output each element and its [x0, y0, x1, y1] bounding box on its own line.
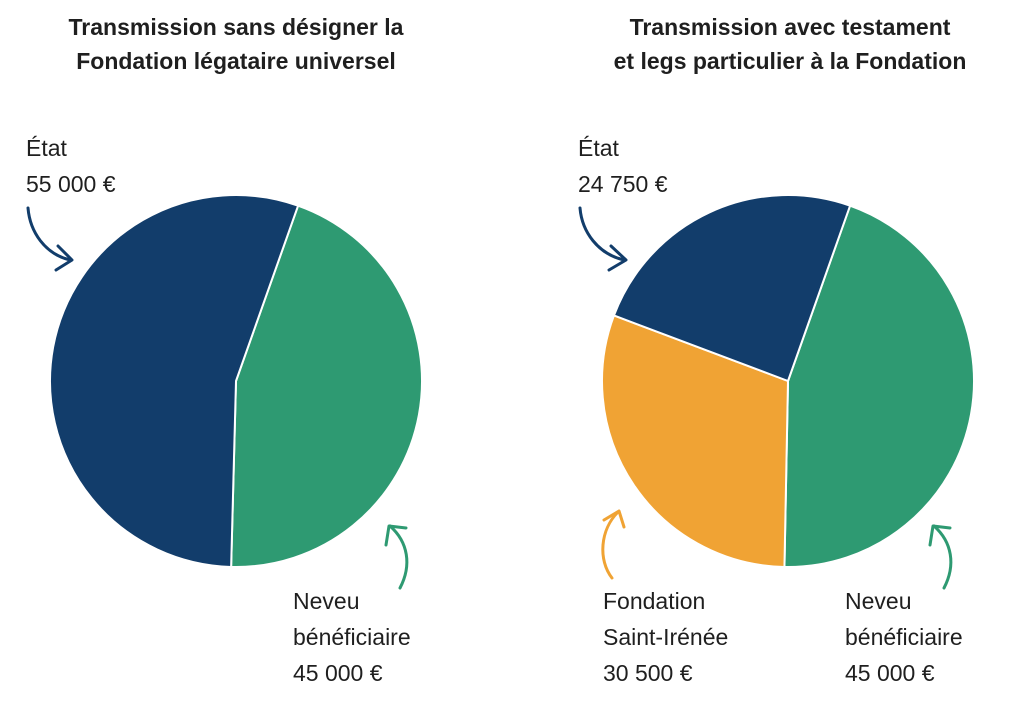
pie-chart-left	[49, 194, 423, 568]
slice-label-value: 30 500 €	[603, 660, 693, 686]
slice-label-value: 55 000 €	[26, 171, 116, 197]
slice-label-fondation-right: Fondation Saint-Irénée 30 500 €	[603, 583, 728, 691]
arrow-etat-left	[26, 206, 74, 272]
arrow-fondation-right	[601, 509, 626, 580]
slice-label-name: État	[578, 135, 619, 161]
slice-label-name: État	[26, 135, 67, 161]
arrow-neveu-left	[384, 524, 409, 590]
chart-title-line: Transmission avec testament	[629, 14, 951, 40]
slice-label-name: bénéficiaire	[293, 624, 411, 650]
slice-label-name: bénéficiaire	[845, 624, 963, 650]
arrow-etat-right	[578, 206, 628, 272]
arrow-neveu-right	[928, 524, 953, 590]
slice-label-name: Neveu	[293, 588, 360, 614]
chart-title-right: Transmission avec testament et legs part…	[585, 10, 995, 78]
chart-title-left: Transmission sans désigner la Fondation …	[38, 10, 434, 78]
pie-slice-fondation	[601, 314, 789, 568]
chart-title-line: Fondation légataire universel	[76, 48, 396, 74]
slice-label-name: Fondation	[603, 588, 706, 614]
slice-label-etat-left: État 55 000 €	[26, 130, 116, 202]
chart-title-line: Transmission sans désigner la	[68, 14, 404, 40]
pie-slice-etat	[49, 194, 300, 568]
pie-slice-neveu	[783, 204, 975, 568]
chart-title-line: et legs particulier à la Fondation	[613, 48, 967, 74]
slice-label-value: 45 000 €	[845, 660, 935, 686]
pie-slice-etat	[612, 194, 852, 382]
slice-label-value: 24 750 €	[578, 171, 668, 197]
slice-label-name: Saint-Irénée	[603, 624, 729, 650]
slice-label-neveu-left: Neveu bénéficiaire 45 000 €	[293, 583, 411, 691]
slice-label-name: Neveu	[845, 588, 912, 614]
slice-label-neveu-right: Neveu bénéficiaire 45 000 €	[845, 583, 963, 691]
pie-slice-neveu	[230, 204, 423, 568]
slice-label-etat-right: État 24 750 €	[578, 130, 668, 202]
slice-label-value: 45 000 €	[293, 660, 383, 686]
pie-chart-right	[601, 194, 975, 568]
